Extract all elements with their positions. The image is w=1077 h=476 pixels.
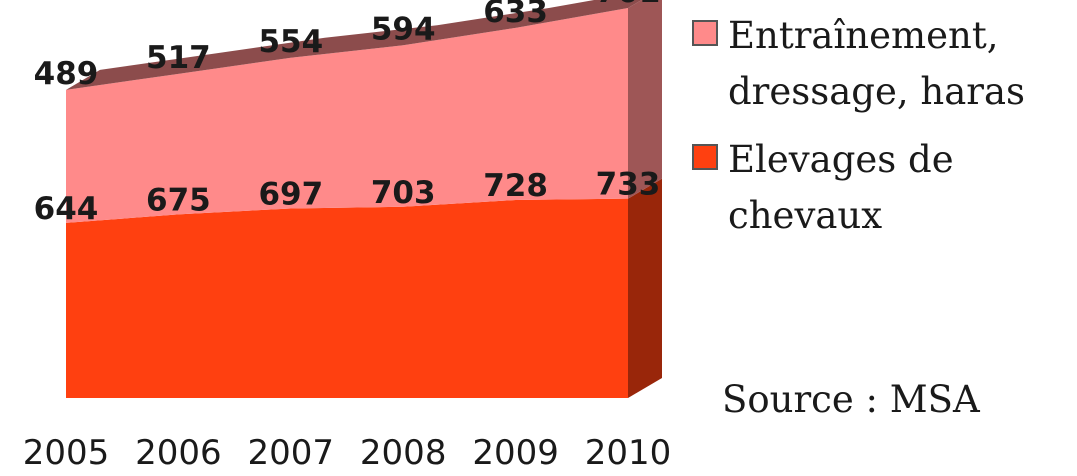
- x-tick-label-2005: 2005: [23, 433, 110, 473]
- data-label-elevages-2009: 728: [483, 168, 548, 204]
- legend-item-training: Entraînement, dressage, haras: [690, 8, 1070, 120]
- data-label-entrainement-2009: 633: [483, 0, 548, 30]
- legend-swatch-breeding: [692, 144, 718, 170]
- data-label-elevages-2006: 675: [146, 182, 211, 218]
- legend-label-training-line2: dressage, haras: [728, 70, 1026, 113]
- source-note: Source : MSA: [722, 378, 980, 421]
- x-tick-label-2006: 2006: [135, 433, 222, 473]
- data-label-entrainement-2007: 554: [258, 24, 323, 60]
- data-label-entrainement-2008: 594: [371, 11, 436, 47]
- legend-swatch-training: [692, 20, 718, 46]
- x-tick-label-2008: 2008: [360, 433, 447, 473]
- data-label-entrainement-2010: 701: [596, 0, 661, 10]
- area-elevages-side: [628, 178, 662, 398]
- data-label-elevages-2008: 703: [371, 175, 436, 211]
- data-label-elevages-2007: 697: [258, 176, 323, 212]
- area-entrainement-top: [66, 0, 642, 90]
- legend-label-breeding-line2: chevaux: [728, 194, 883, 237]
- legend-item-breeding: Elevages de chevaux: [690, 132, 1070, 244]
- data-label-entrainement-2005: 489: [34, 56, 99, 92]
- x-tick-label-2007: 2007: [248, 433, 335, 473]
- x-tick-label-2010: 2010: [585, 433, 672, 473]
- area-entrainement-front: [66, 8, 628, 223]
- data-label-elevages-2005: 644: [34, 191, 99, 227]
- data-label-elevages-2010: 733: [596, 167, 661, 203]
- area-elevages-front: [66, 198, 628, 398]
- chart-legend: Entraînement, dressage, haras Elevages d…: [690, 8, 1070, 256]
- x-tick-label-2009: 2009: [472, 433, 559, 473]
- area-entrainement-side: [628, 0, 662, 199]
- legend-label-breeding-line1: Elevages de: [728, 138, 954, 181]
- legend-label-training-line1: Entraînement,: [728, 14, 999, 57]
- data-label-entrainement-2006: 517: [146, 40, 211, 76]
